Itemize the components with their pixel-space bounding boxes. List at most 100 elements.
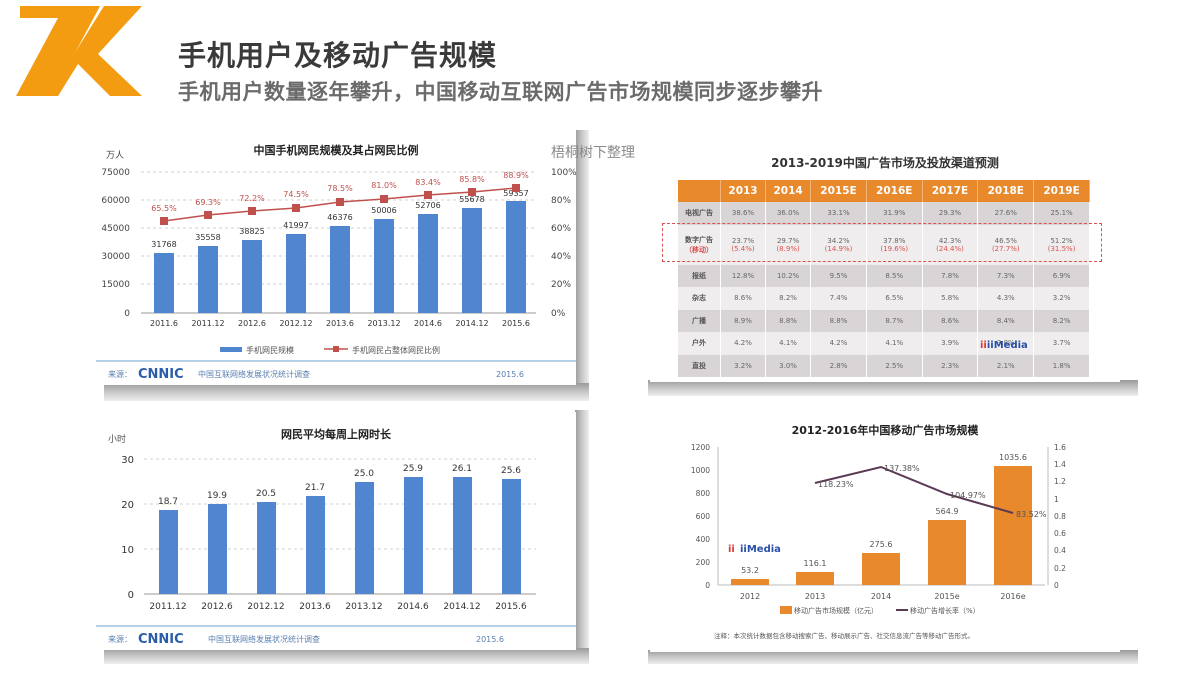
ad-forecast-table: 2013 2014 2015E 2016E 2017E 2018E 2019E …	[678, 180, 1090, 377]
svg-text:40%: 40%	[551, 252, 571, 262]
svg-text:2014.12: 2014.12	[455, 319, 488, 328]
bar	[159, 510, 178, 594]
table-row: 报纸 12.8% 10.2% 9.5% 8.5% 7.8% 7.3% 6.9%	[678, 264, 1090, 287]
column-header: 2013	[720, 180, 767, 202]
svg-text:100%: 100%	[551, 168, 576, 178]
svg-text:20: 20	[121, 500, 134, 511]
bar	[731, 579, 769, 585]
svg-text:564.9: 564.9	[936, 507, 959, 516]
svg-text:85.8%: 85.8%	[459, 175, 485, 184]
mobile-highlight-box	[662, 223, 1102, 262]
svg-text:2015.6: 2015.6	[495, 602, 527, 612]
cnnic-logo: CNNIC	[138, 367, 184, 382]
svg-text:0.2: 0.2	[1054, 564, 1066, 573]
svg-text:60%: 60%	[551, 224, 571, 234]
source-date: 2015.6	[496, 370, 524, 379]
svg-text:1035.6: 1035.6	[999, 453, 1027, 462]
bar	[418, 214, 438, 313]
source-label: 来源：	[108, 635, 132, 644]
bar	[374, 219, 394, 313]
svg-text:72.2%: 72.2%	[239, 194, 265, 203]
svg-text:80%: 80%	[551, 196, 571, 206]
svg-text:0: 0	[1054, 581, 1059, 590]
svg-text:81.0%: 81.0%	[371, 181, 397, 190]
svg-text:2011.12: 2011.12	[149, 602, 186, 612]
legend: 移动广告市场规模（亿元） 移动广告增长率（%）	[780, 606, 980, 615]
bar-value-labels: 53.2 116.1 275.6 564.9 1035.6	[741, 453, 1027, 575]
iimedia-watermark: ii iiMedia	[728, 544, 781, 555]
bar	[404, 477, 423, 594]
svg-text:74.5%: 74.5%	[283, 190, 309, 199]
svg-text:41997: 41997	[283, 221, 308, 230]
source-label: 来源：	[108, 370, 132, 379]
svg-text:52706: 52706	[415, 201, 440, 210]
svg-text:2015.6: 2015.6	[502, 319, 530, 328]
svg-text:2011.6: 2011.6	[150, 319, 178, 328]
svg-text:0%: 0%	[551, 309, 566, 319]
table-row: 户外 4.2% 4.1% 4.2% 4.1% 3.9% 3.8% 3.7%	[678, 332, 1090, 355]
table-row-highlighted: 数字广告 （移动） 23.7% (5.4%) 29.7% (8.9%) 34.2% (1…	[678, 224, 1090, 265]
line-series-growth	[814, 465, 1014, 514]
bar	[330, 226, 350, 313]
y-axis-ticks: 30 20 10 0	[121, 455, 134, 601]
svg-text:2013: 2013	[805, 592, 825, 601]
svg-text:600: 600	[696, 512, 711, 521]
x-axis-ticks: 2011.12 2012.6 2012.12 2013.6 2013.12 20…	[149, 602, 527, 612]
table-row: 广播 8.9% 8.8% 8.8% 8.7% 8.6% 8.4% 8.2%	[678, 309, 1090, 332]
bar	[257, 502, 276, 594]
svg-text:2014: 2014	[871, 592, 891, 601]
svg-text:1.2: 1.2	[1054, 477, 1066, 486]
panel-shadow	[104, 383, 589, 401]
bar	[994, 466, 1032, 585]
column-header: 2018E	[977, 180, 1035, 202]
y-axis-label: 万人	[106, 150, 124, 161]
svg-text:75000: 75000	[101, 168, 130, 178]
bar	[796, 572, 834, 585]
svg-text:88.9%: 88.9%	[503, 171, 529, 180]
y-axis-label: 小时	[108, 433, 126, 445]
svg-text:26.1: 26.1	[452, 464, 472, 474]
svg-text:0: 0	[705, 581, 710, 590]
chart-mobile-netizens-svg: 中国手机网民规模及其占网民比例 万人 75000 60000 45000 300…	[96, 143, 577, 382]
bar-series-mobile-netizens	[154, 201, 526, 313]
svg-text:25.6: 25.6	[501, 466, 521, 476]
svg-text:45000: 45000	[101, 224, 130, 234]
svg-text:69.3%: 69.3%	[195, 198, 221, 207]
column-header	[678, 180, 721, 202]
line-value-labels: 65.5% 69.3% 72.2% 74.5% 78.5% 81.0% 83.4…	[151, 171, 529, 213]
svg-text:20.5: 20.5	[256, 489, 276, 499]
svg-text:10: 10	[121, 545, 134, 556]
svg-text:iiMedia: iiMedia	[740, 544, 781, 555]
table-row: 杂志 8.6% 8.2% 7.4% 6.5% 5.8% 4.3% 3.2%	[678, 287, 1090, 310]
x-axis-ticks: 2012 2013 2014 2015e 2016e	[740, 592, 1026, 601]
legend-swatch-bar	[780, 606, 792, 614]
source-date: 2015.6	[476, 635, 504, 644]
bar	[242, 240, 262, 313]
chart-note: 注释：本次统计数据包含移动搜索广告、移动展示广告、社交信息流广告等移动广告形式。	[714, 631, 974, 640]
svg-text:60000: 60000	[101, 196, 130, 206]
panel-shadow	[648, 380, 1138, 396]
svg-text:ii: ii	[728, 544, 735, 555]
bar	[154, 253, 174, 313]
svg-text:275.6: 275.6	[870, 540, 893, 549]
panel-shadow	[575, 130, 589, 400]
svg-text:19.9: 19.9	[207, 491, 227, 501]
bar-value-labels: 18.7 19.9 20.5 21.7 25.0 25.9 26.1 25.6	[158, 464, 521, 507]
svg-text:46376: 46376	[327, 213, 352, 222]
svg-text:118.23%: 118.23%	[818, 480, 854, 489]
bar	[208, 504, 227, 594]
svg-text:18.7: 18.7	[158, 497, 178, 507]
svg-text:0.4: 0.4	[1054, 546, 1066, 555]
svg-text:2015e: 2015e	[934, 592, 959, 601]
chart-mobile-ad-svg: 2012-2016年中国移动广告市场规模 1200 1000 800 600 4…	[691, 423, 1066, 640]
svg-text:1200: 1200	[691, 443, 710, 452]
cnnic-logo: CNNIC	[138, 632, 184, 647]
chart-title: 2012-2016年中国移动广告市场规模	[792, 423, 980, 437]
line-markers	[160, 184, 520, 225]
bar	[862, 553, 900, 585]
svg-text:1000: 1000	[691, 466, 710, 475]
watermark-text: 梧桐树下整理	[551, 145, 635, 161]
bar	[928, 520, 966, 585]
panel-shadow	[104, 648, 589, 664]
bar	[355, 482, 374, 594]
